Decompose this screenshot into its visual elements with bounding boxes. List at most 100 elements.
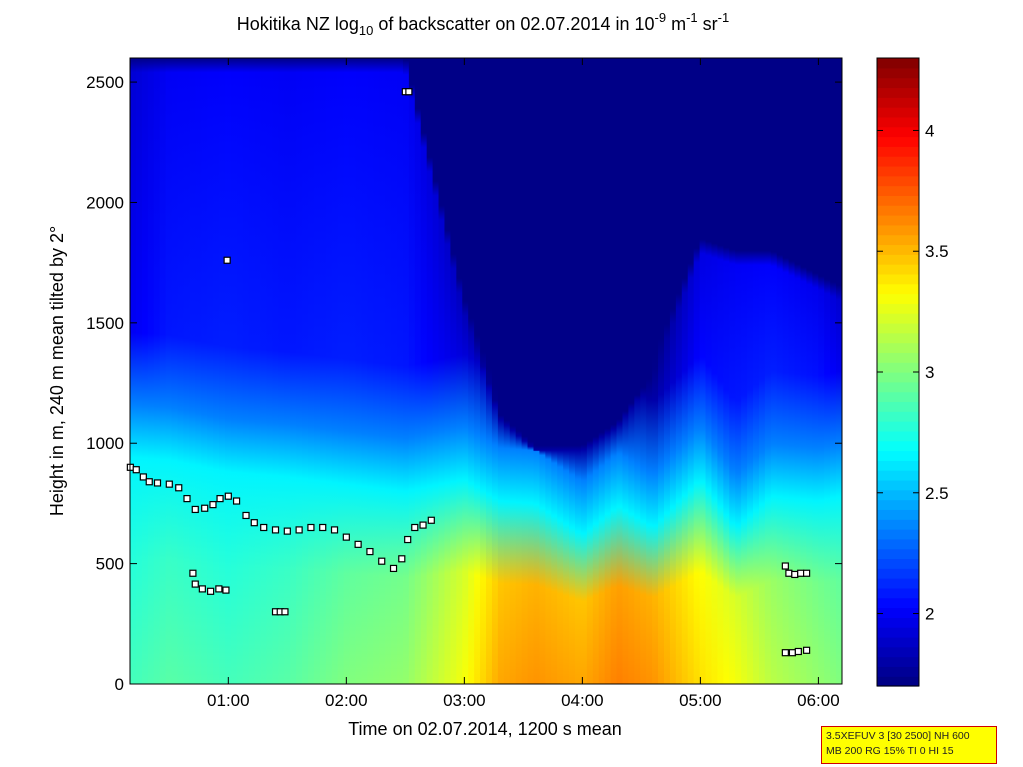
marker-point bbox=[260, 523, 268, 532]
colorbar-segment bbox=[877, 313, 919, 324]
colorbar-segment bbox=[877, 578, 919, 589]
colorbar-segment bbox=[877, 293, 919, 304]
colorbar-segment bbox=[877, 666, 919, 677]
marker-point bbox=[802, 646, 811, 654]
heatmap-column bbox=[379, 58, 386, 684]
colorbar-segment bbox=[877, 568, 919, 579]
marker-point bbox=[283, 527, 291, 535]
heatmap-column bbox=[735, 58, 742, 684]
heatmap-column bbox=[598, 58, 606, 684]
heatmap-column bbox=[367, 58, 374, 684]
heatmap-column bbox=[575, 58, 582, 684]
heatmap-column bbox=[782, 58, 790, 684]
heatmap-column bbox=[385, 58, 392, 684]
heatmap-column bbox=[569, 58, 576, 684]
marker-point bbox=[405, 88, 413, 96]
heatmap-column bbox=[456, 58, 463, 684]
heatmap-column bbox=[652, 58, 659, 684]
heatmap-column bbox=[266, 58, 273, 684]
colorbar-segment bbox=[877, 195, 919, 206]
marker-point bbox=[419, 521, 427, 529]
colorbar-segment bbox=[877, 185, 919, 196]
heatmap-column bbox=[557, 58, 564, 684]
heatmap-column bbox=[195, 58, 202, 684]
colorbar-segment bbox=[877, 440, 919, 452]
x-tick-label: 05:00 bbox=[679, 691, 722, 710]
heatmap-column bbox=[432, 58, 440, 684]
heatmap-column bbox=[646, 58, 653, 684]
cloud-base-markers bbox=[126, 88, 811, 657]
colorbar-segment bbox=[877, 264, 919, 275]
heatmap-column bbox=[800, 58, 807, 684]
marker-point bbox=[222, 586, 230, 594]
colorbar-segment bbox=[877, 548, 919, 560]
heatmap-column bbox=[219, 58, 226, 684]
colorbar-segment bbox=[877, 205, 919, 216]
marker-series-5 bbox=[223, 256, 231, 264]
heatmap-column bbox=[331, 58, 339, 684]
heatmap-column bbox=[664, 58, 671, 684]
colorbar-segment bbox=[877, 636, 919, 648]
colorbar-segment bbox=[877, 136, 919, 147]
colorbar-segment bbox=[877, 597, 919, 609]
heatmap-column bbox=[610, 58, 618, 684]
colorbar-segment bbox=[877, 430, 919, 442]
marker-point bbox=[216, 495, 224, 503]
marker-point bbox=[791, 570, 799, 579]
colorbar-tick-label: 2 bbox=[925, 605, 934, 624]
marker-point bbox=[232, 497, 241, 505]
heatmap-column bbox=[397, 58, 404, 684]
heatmap-column bbox=[153, 58, 161, 684]
colorbar-segment bbox=[877, 352, 919, 363]
heatmap-column bbox=[159, 58, 167, 684]
heatmap-column bbox=[491, 58, 499, 684]
heatmap-column bbox=[224, 58, 232, 684]
colorbar-segment bbox=[877, 558, 919, 569]
heatmap-column bbox=[201, 58, 208, 684]
marker-series-1 bbox=[189, 569, 230, 595]
colorbar-segment bbox=[877, 244, 919, 255]
marker-point bbox=[209, 501, 217, 509]
marker-point bbox=[132, 466, 140, 474]
heatmap-column bbox=[527, 58, 535, 684]
colorbar-tick-label: 4 bbox=[925, 121, 934, 140]
heatmap-column bbox=[248, 58, 256, 684]
marker-point bbox=[215, 585, 223, 593]
heatmap-plot-area bbox=[130, 58, 842, 684]
y-tick-label: 500 bbox=[96, 555, 124, 574]
y-axis-label: Height in m, 240 m mean tilted by 2° bbox=[47, 226, 67, 516]
heatmap-column bbox=[444, 58, 451, 684]
marker-point bbox=[785, 569, 793, 577]
chart-title: Hokitika NZ log10 of backscatter on 02.0… bbox=[237, 10, 729, 38]
heatmap-column bbox=[675, 58, 683, 684]
marker-point bbox=[319, 523, 327, 532]
heatmap-column bbox=[349, 58, 357, 684]
marker-point bbox=[295, 526, 303, 534]
colorbar-segment bbox=[877, 332, 919, 344]
heatmap-column bbox=[753, 58, 760, 684]
marker-point bbox=[398, 555, 406, 563]
colorbar-segment bbox=[877, 165, 919, 177]
heatmap-column bbox=[242, 58, 250, 684]
colorbar-segment bbox=[877, 450, 919, 461]
colorbar-segment bbox=[877, 175, 919, 187]
heatmap-column bbox=[497, 58, 505, 684]
heatmap-column bbox=[592, 58, 600, 684]
colorbar-segment bbox=[877, 224, 919, 236]
colorbar-segment bbox=[877, 87, 919, 98]
x-tick-label: 04:00 bbox=[561, 691, 604, 710]
colorbar: 2 2.5 3 3.5 4 bbox=[876, 57, 949, 687]
colorbar-segment bbox=[877, 470, 919, 481]
heatmap-column bbox=[337, 58, 345, 684]
colorbar-segment bbox=[877, 499, 919, 510]
colorbar-segment bbox=[877, 215, 919, 226]
colorbar-segment bbox=[877, 479, 919, 491]
marker-point bbox=[201, 504, 209, 512]
heatmap-column bbox=[758, 58, 766, 684]
colorbar-segment bbox=[877, 156, 919, 167]
marker-point bbox=[404, 535, 412, 544]
info-line-1: 3.5XEFUV 3 [30 2500] NH 600 bbox=[826, 730, 970, 742]
heatmap-column bbox=[788, 58, 796, 684]
marker-point bbox=[797, 569, 805, 577]
